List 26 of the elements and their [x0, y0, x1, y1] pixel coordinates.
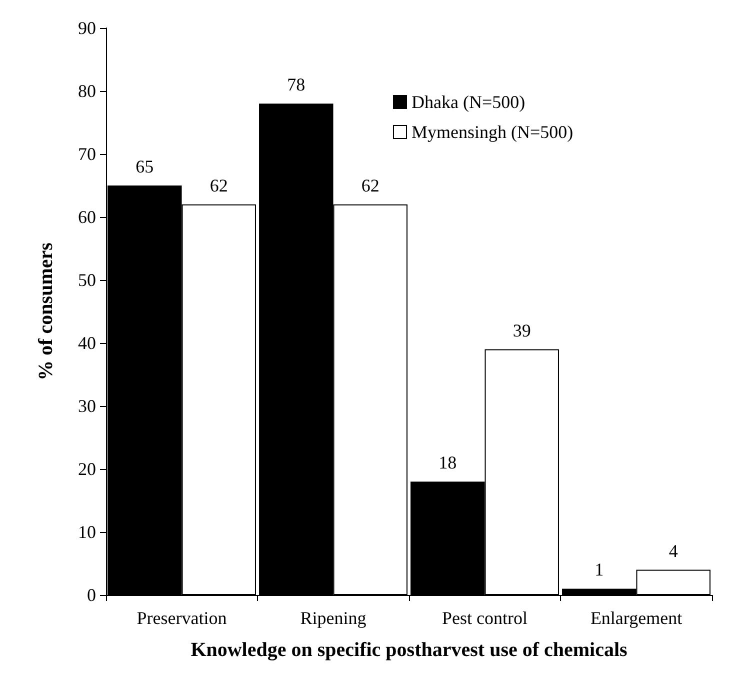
data-label: 62	[210, 175, 228, 196]
y-tick-label: 70	[78, 144, 96, 164]
y-tick-label: 10	[78, 522, 96, 542]
y-tick-label: 20	[78, 459, 96, 479]
y-tick-label: 60	[78, 207, 96, 227]
data-label: 18	[438, 452, 457, 473]
data-label: 62	[361, 175, 380, 196]
y-tick-label: 80	[78, 81, 96, 101]
x-tick-label: Pest control	[442, 608, 528, 628]
data-label: 39	[512, 320, 531, 340]
legend-label: Mymensingh (N=500)	[412, 122, 574, 142]
x-tick-label: Ripening	[300, 608, 366, 628]
data-label: 1	[594, 560, 604, 580]
y-tick-label: 50	[78, 270, 96, 290]
data-label: 4	[668, 540, 678, 561]
y-tick-label: 40	[78, 333, 96, 353]
data-label: 78	[287, 74, 306, 95]
y-tick-label: 90	[78, 18, 96, 38]
data-label: 65	[136, 156, 154, 176]
y-tick-label: 0	[87, 585, 96, 605]
y-tick-label: 30	[78, 396, 96, 416]
y-axis-title: % of consumers	[35, 242, 57, 380]
x-tick-label: Preservation	[136, 608, 227, 628]
x-tick-label: Enlargement	[590, 608, 682, 628]
legend-label: Dhaka (N=500)	[412, 92, 526, 112]
x-axis-title: Knowledge on specific postharvest use of chemicals	[190, 639, 628, 661]
